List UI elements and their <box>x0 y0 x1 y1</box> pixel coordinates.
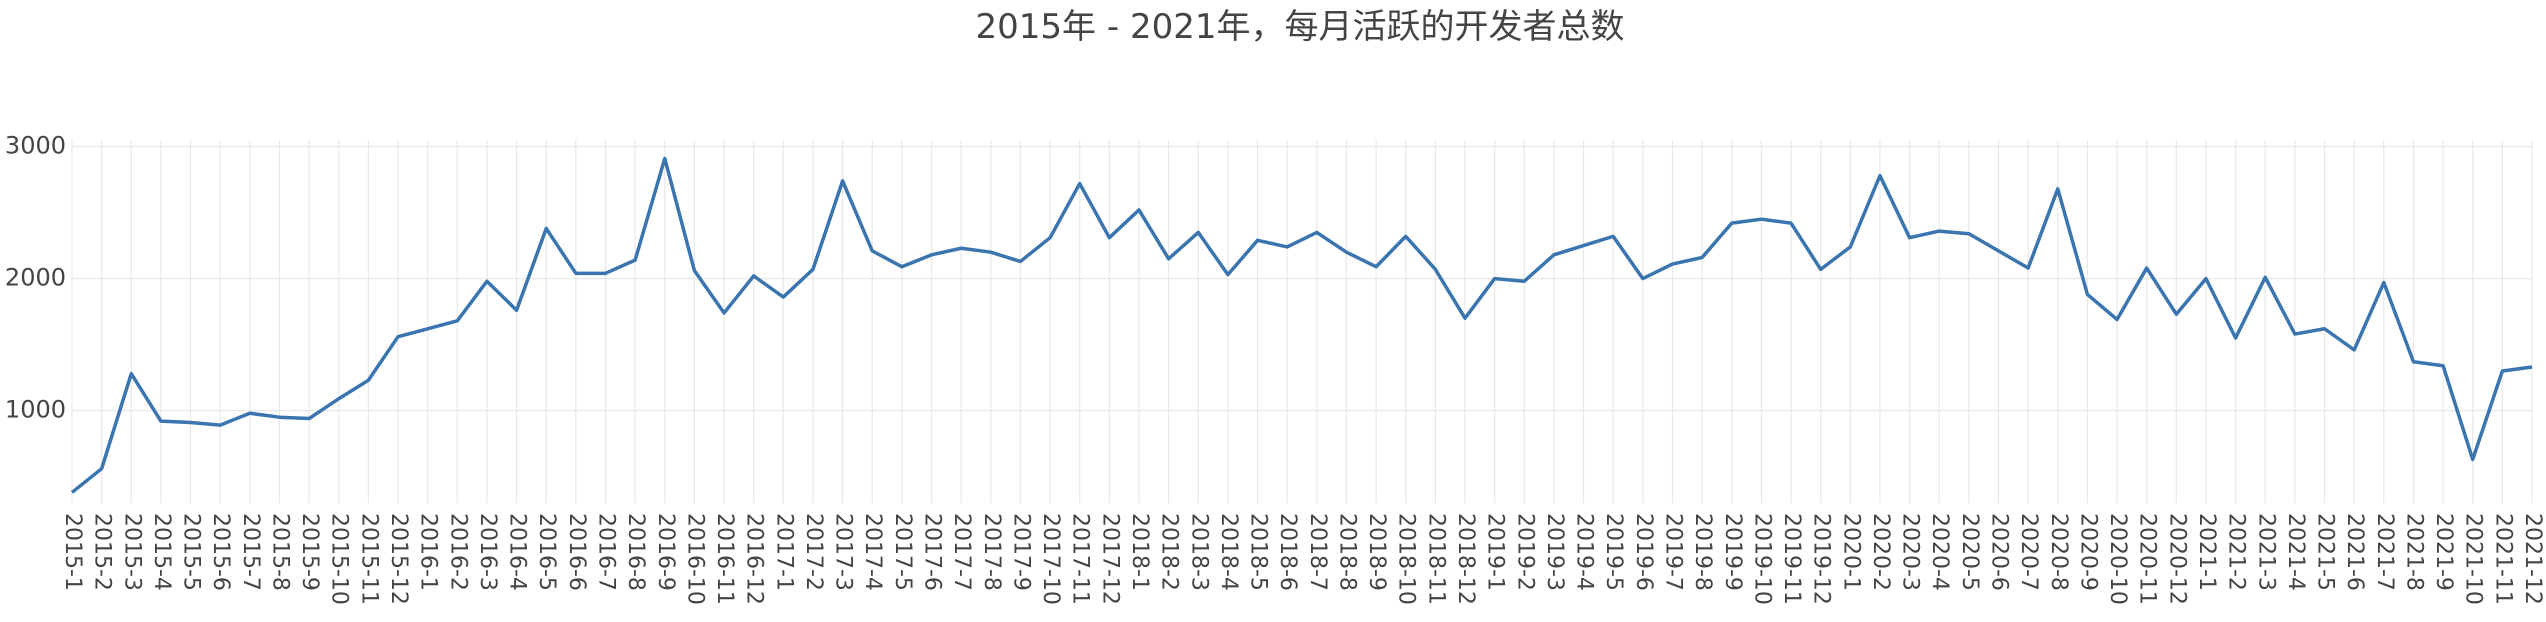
x-tick-label: 2015-7 <box>238 513 263 591</box>
x-gridlines <box>71 140 2533 503</box>
x-tick-label: 2018-10 <box>1394 513 1419 605</box>
x-tick-label: 2017-12 <box>1097 513 1122 605</box>
x-tick-label: 2018-8 <box>1334 513 1359 591</box>
x-tick-label: 2019-8 <box>1690 513 1715 591</box>
x-tick-label: 2019-4 <box>1572 513 1597 591</box>
chart-title: 2015年 - 2021年，每月活跃的开发者总数 <box>976 7 1625 47</box>
x-tick-label: 2015-3 <box>119 513 144 591</box>
x-tick-label: 2018-3 <box>1186 513 1211 591</box>
x-tick-label: 2017-2 <box>801 513 826 591</box>
x-tick-label: 2018-11 <box>1423 513 1448 605</box>
x-tick-label: 2015-6 <box>208 513 233 591</box>
x-tick-label: 2019-10 <box>1749 513 1774 605</box>
x-tick-label: 2015-1 <box>60 513 85 591</box>
x-tick-label: 2021-5 <box>2313 513 2338 591</box>
x-tick-label: 2016-5 <box>534 513 559 591</box>
x-tick-label: 2015-8 <box>267 513 292 591</box>
x-tick-label: 2016-2 <box>445 513 470 591</box>
x-tick-label: 2017-1 <box>771 513 796 591</box>
x-tick-label: 2019-2 <box>1512 513 1537 591</box>
x-tick-label: 2018-5 <box>1246 513 1271 591</box>
x-tick-label: 2019-3 <box>1542 513 1567 591</box>
x-tick-label: 2021-6 <box>2342 513 2367 591</box>
x-tick-label: 2020-6 <box>1987 513 2012 591</box>
x-tick-label: 2016-3 <box>475 513 500 591</box>
x-tick-label: 2015-9 <box>297 513 322 591</box>
x-tick-label: 2015-5 <box>179 513 204 591</box>
x-tick-label: 2018-7 <box>1305 513 1330 591</box>
x-tick-label: 2016-8 <box>623 513 648 591</box>
x-tick-label: 2019-7 <box>1660 513 1685 591</box>
x-tick-label: 2017-8 <box>979 513 1004 591</box>
x-tick-label: 2021-11 <box>2490 513 2515 605</box>
x-tick-label: 2016-4 <box>505 513 530 591</box>
x-tick-label: 2021-4 <box>2283 513 2308 591</box>
x-tick-label: 2017-9 <box>1008 513 1033 591</box>
x-tick-label: 2017-5 <box>890 513 915 591</box>
x-tick-label: 2021-9 <box>2431 513 2456 591</box>
x-tick-label: 2016-9 <box>653 513 678 591</box>
x-tick-label: 2017-11 <box>1068 513 1093 605</box>
y-gridlines <box>72 146 2532 412</box>
x-tick-label: 2020-9 <box>2075 513 2100 591</box>
x-tick-label: 2019-1 <box>1483 513 1508 591</box>
x-tick-label: 2018-1 <box>1127 513 1152 591</box>
x-tick-label: 2016-11 <box>712 513 737 605</box>
x-tick-label: 2020-3 <box>1898 513 1923 591</box>
x-tick-label: 2018-9 <box>1364 513 1389 591</box>
x-tick-label: 2017-7 <box>949 513 974 591</box>
x-tick-label: 2018-6 <box>1275 513 1300 591</box>
x-tick-label: 2019-6 <box>1631 513 1656 591</box>
x-tick-label: 2017-3 <box>831 513 856 591</box>
y-tick-label: 3000 <box>5 132 66 160</box>
x-tick-label: 2015-11 <box>356 513 381 605</box>
y-tick-label: 2000 <box>5 264 66 292</box>
x-tick-label: 2019-5 <box>1601 513 1626 591</box>
x-tick-label: 2017-10 <box>1038 513 1063 605</box>
x-tick-label: 2019-11 <box>1779 513 1804 605</box>
x-tick-label: 2021-1 <box>2194 513 2219 591</box>
x-tick-label: 2020-8 <box>2046 513 2071 591</box>
x-tick-label: 2017-6 <box>920 513 945 591</box>
x-tick-label: 2018-12 <box>1453 513 1478 605</box>
y-tick-label: 1000 <box>5 396 66 424</box>
x-tick-label: 2020-11 <box>2135 513 2160 605</box>
x-tick-label: 2020-7 <box>2016 513 2041 591</box>
series-line <box>70 156 2533 494</box>
x-tick-label: 2020-1 <box>1838 513 1863 591</box>
x-tick-label: 2021-3 <box>2253 513 2278 591</box>
x-tick-label: 2016-6 <box>564 513 589 591</box>
x-tick-label: 2017-4 <box>860 513 885 591</box>
x-tick-label: 2021-7 <box>2372 513 2397 591</box>
x-tick-label: 2015-10 <box>327 513 352 605</box>
x-tick-label: 2018-2 <box>1157 513 1182 591</box>
x-tick-labels: 2015-1 2015-2 2015-3 2015-4 2015-5 2015-6 2015… <box>60 513 2545 605</box>
x-tick-label: 2020-12 <box>2164 513 2189 605</box>
x-tick-label: 2016-10 <box>682 513 707 605</box>
x-tick-label: 2016-1 <box>416 513 441 591</box>
x-tick-label: 2018-4 <box>1216 513 1241 591</box>
x-tick-label: 2021-2 <box>2224 513 2249 591</box>
x-tick-label: 2019-9 <box>1720 513 1745 591</box>
x-tick-label: 2021-8 <box>2401 513 2426 591</box>
x-tick-label: 2015-2 <box>90 513 115 591</box>
x-tick-label: 2021-12 <box>2520 513 2545 605</box>
x-tick-label: 2020-2 <box>1868 513 1893 591</box>
x-tick-label: 2015-12 <box>386 513 411 605</box>
x-tick-label: 2020-10 <box>2105 513 2130 605</box>
x-tick-label: 2015-4 <box>149 513 174 591</box>
x-tick-label: 2020-5 <box>1957 513 1982 591</box>
y-tick-labels: 1000 2000 3000 <box>5 132 66 424</box>
x-tick-label: 2021-10 <box>2461 513 2486 605</box>
x-tick-label: 2020-4 <box>1927 513 1952 591</box>
x-tick-label: 2019-12 <box>1809 513 1834 605</box>
x-tick-label: 2016-12 <box>742 513 767 605</box>
x-tick-label: 2016-7 <box>593 513 618 591</box>
